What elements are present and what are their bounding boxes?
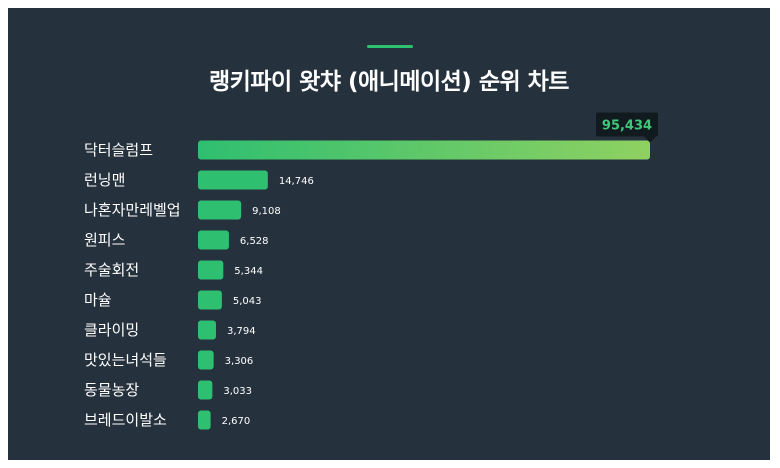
category-label: 런닝맨 bbox=[84, 171, 125, 189]
chart-title: 랭키파이 왓챠 (애니메이션) 순위 차트 bbox=[209, 69, 569, 95]
value-label: 3,306 bbox=[225, 356, 254, 367]
category-label: 동물농장 bbox=[84, 381, 139, 399]
bar bbox=[198, 410, 211, 430]
bar bbox=[198, 320, 216, 340]
callout-pointer bbox=[644, 136, 656, 143]
value-label: 95,434 bbox=[602, 119, 652, 134]
category-label: 나혼자만레벨업 bbox=[84, 201, 181, 219]
category-label: 닥터슬럼프 bbox=[84, 141, 153, 159]
category-label: 브레드이발소 bbox=[84, 411, 167, 429]
category-label: 주술회전 bbox=[84, 261, 139, 279]
title-accent-line bbox=[367, 45, 413, 48]
bar bbox=[198, 290, 222, 310]
chart-panel: 랭키파이 왓챠 (애니메이션) 순위 차트 닥터슬럼프 95,434 런닝맨 14,7… bbox=[8, 8, 770, 460]
top-value-callout bbox=[596, 112, 658, 137]
category-label: 맛있는녀석들 bbox=[84, 351, 167, 369]
bar-chart: 닥터슬럼프 95,434 런닝맨 14,746 나혼자만레벨업 9,108 원피스 6,528… bbox=[84, 112, 658, 430]
bar bbox=[198, 200, 242, 220]
bar bbox=[198, 170, 268, 190]
value-label: 3,794 bbox=[227, 326, 256, 337]
value-label: 3,033 bbox=[223, 386, 252, 397]
value-label: 9,108 bbox=[252, 206, 281, 217]
bar bbox=[198, 140, 650, 160]
bar bbox=[198, 230, 229, 250]
value-label: 6,528 bbox=[240, 236, 269, 247]
bar bbox=[198, 350, 214, 370]
bar bbox=[198, 260, 224, 280]
value-label: 5,043 bbox=[233, 296, 262, 307]
category-label: 원피스 bbox=[84, 231, 126, 249]
category-label: 클라이밍 bbox=[84, 321, 139, 339]
value-label: 5,344 bbox=[234, 266, 263, 277]
bar bbox=[198, 380, 213, 400]
value-label: 14,746 bbox=[279, 176, 314, 187]
value-label: 2,670 bbox=[222, 416, 251, 427]
category-label: 마슐 bbox=[84, 291, 112, 309]
